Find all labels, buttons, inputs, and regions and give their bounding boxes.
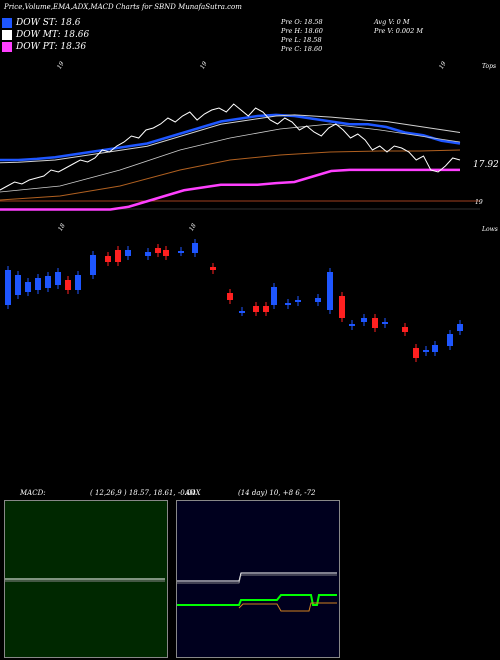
candle-body xyxy=(285,303,291,305)
candle-body xyxy=(295,300,301,302)
candle-body xyxy=(145,252,151,256)
legend-swatch-dow-st xyxy=(2,18,12,28)
stat-avg-volume: Avg V: 0 M xyxy=(374,18,410,26)
candle-body xyxy=(263,306,269,312)
candle-body xyxy=(105,256,111,262)
legend-label-dow-st: DOW ST: 18.6 xyxy=(16,18,81,28)
stat-low: Pre L: 18.58 xyxy=(281,36,322,44)
adx-label: ADX xyxy=(185,489,201,497)
candle-body xyxy=(457,324,463,331)
macd-panel xyxy=(4,500,168,658)
candle-body xyxy=(239,311,245,313)
ema-band-line xyxy=(0,123,461,193)
candle-body xyxy=(227,293,233,300)
candle-body xyxy=(271,287,277,305)
legend-swatch-dow-mt xyxy=(2,30,12,40)
candle-body xyxy=(382,322,388,324)
macd-params: ( 12,26,9 ) 18.57, 18.61, -0.04 xyxy=(90,489,196,497)
stat-close: Pre C: 18.60 xyxy=(281,45,323,53)
candle-body xyxy=(447,334,453,346)
stat-open: Pre O: 18.58 xyxy=(281,18,323,26)
candle-body xyxy=(402,327,408,332)
adx-params: (14 day) 10, +8 6, -72 xyxy=(238,489,316,497)
candle-body xyxy=(25,282,31,292)
ema-slow-line xyxy=(0,149,461,201)
legend-item-dow-st: DOW ST: 18.6 xyxy=(2,17,81,29)
candle-body xyxy=(5,270,11,305)
price-line xyxy=(0,103,461,191)
candle-body xyxy=(15,275,21,295)
adx-minus-di xyxy=(238,602,337,612)
candle-body xyxy=(75,275,81,290)
candle-body xyxy=(192,243,198,253)
candle-body xyxy=(423,350,429,352)
candle-body xyxy=(163,250,169,256)
candle-body xyxy=(413,348,419,358)
candle-body xyxy=(45,276,51,288)
candle-body xyxy=(327,272,333,310)
candle-body xyxy=(372,318,378,328)
candle-body xyxy=(115,250,121,262)
ema-series-dow-st xyxy=(0,113,461,162)
candle-body xyxy=(35,278,41,290)
level-label-19: 19 xyxy=(475,199,483,206)
last-price-label: 17.92 xyxy=(473,160,499,170)
candle-body xyxy=(361,318,367,322)
legend-label-dow-pt: DOW PT: 18.36 xyxy=(16,42,87,52)
candle-body xyxy=(178,251,184,253)
candle-body xyxy=(155,248,161,253)
candle-body xyxy=(432,345,438,352)
candle-body xyxy=(65,280,71,290)
candle-body xyxy=(210,267,216,270)
candle-body xyxy=(253,306,259,312)
stat-high: Pre H: 18.60 xyxy=(281,27,323,35)
adx-line xyxy=(177,572,337,582)
lows-label: Lows xyxy=(482,226,498,233)
tops-label: Tops xyxy=(482,63,497,70)
stat-volume: Pre V: 0.002 M xyxy=(374,27,424,35)
candle-body xyxy=(90,255,96,275)
ema-series-dow-mt xyxy=(0,114,461,164)
candle-body xyxy=(55,272,61,285)
candle-body xyxy=(339,296,345,318)
legend-item-dow-pt: DOW PT: 18.36 xyxy=(2,41,86,53)
candle-chart xyxy=(5,239,463,362)
candle-body xyxy=(315,298,321,302)
legend-label-dow-mt: DOW MT: 18.66 xyxy=(16,30,90,40)
candle-body xyxy=(349,324,355,326)
candle-body xyxy=(125,250,131,256)
adx-line-2 xyxy=(177,574,337,584)
legend-swatch-dow-pt xyxy=(2,42,12,52)
ema-series-dow-pt xyxy=(0,168,460,211)
adx-plus-di xyxy=(177,594,337,606)
price-ema-chart xyxy=(0,103,480,211)
macd-label: MACD: xyxy=(20,489,46,497)
adx-panel xyxy=(176,500,340,658)
legend-item-dow-mt: DOW MT: 18.66 xyxy=(2,29,89,41)
chart-title: Price,Volume,EMA,ADX,MACD Charts for SBN… xyxy=(4,3,242,11)
